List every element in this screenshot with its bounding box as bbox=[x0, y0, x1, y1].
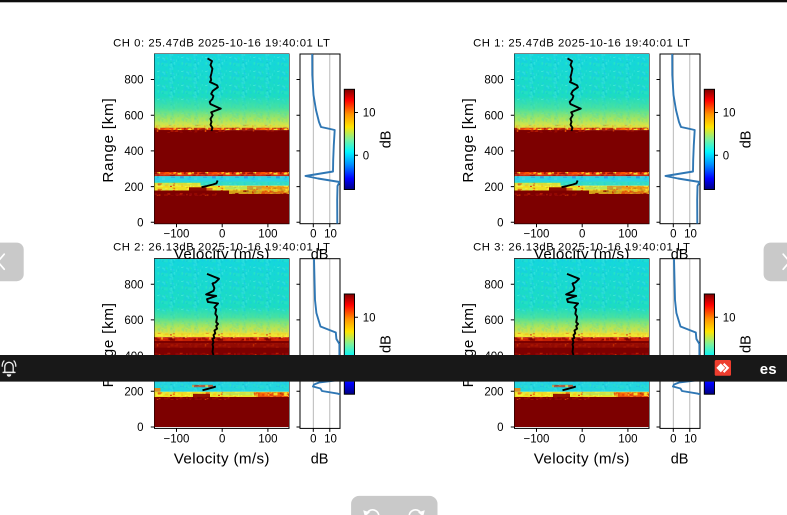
svg-text:CH 3: 26.13dB 2025-10-16 19:40: CH 3: 26.13dB 2025-10-16 19:40:01 LT bbox=[473, 241, 690, 253]
svg-text:CH 1: 25.47dB 2025-10-16 19:40: CH 1: 25.47dB 2025-10-16 19:40:01 LT bbox=[473, 37, 690, 49]
svg-text:CH 2: 26.13dB 2025-10-16 19:40: CH 2: 26.13dB 2025-10-16 19:40:01 LT bbox=[113, 241, 330, 253]
svg-text:CH 0: 25.47dB 2025-10-16 19:40: CH 0: 25.47dB 2025-10-16 19:40:01 LT bbox=[113, 37, 330, 49]
svg-text:es: es bbox=[760, 361, 777, 378]
